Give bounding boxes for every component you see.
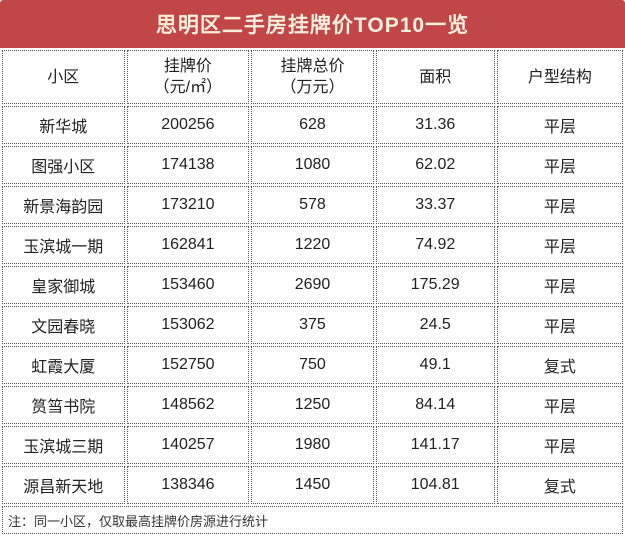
cell-community-name: 源昌新天地: [2, 466, 125, 504]
cell-total-price: 2690: [251, 266, 374, 304]
cell-area: 141.17: [375, 426, 495, 464]
cell-layout: 平层: [496, 106, 623, 144]
cell-total-price: 1980: [251, 426, 374, 464]
header-row: 小区 挂牌价 （元/㎡） 挂牌总价 （万元） 面积 户型结构: [2, 50, 623, 104]
col-header-total-price: 挂牌总价 （万元）: [251, 50, 374, 104]
cell-area: 175.29: [375, 266, 495, 304]
col-header-community: 小区: [2, 50, 125, 104]
cell-layout: 平层: [496, 146, 623, 184]
cell-total-price: 750: [251, 346, 374, 384]
col-header-line1: 面积: [419, 68, 452, 86]
cell-area: 84.14: [375, 386, 495, 424]
cell-layout: 平层: [496, 426, 623, 464]
table-row: 虹霞大厦 152750 750 49.1 复式: [2, 346, 623, 384]
cell-total-price: 375: [251, 306, 374, 344]
table-row: 图强小区 174138 1080 62.02 平层: [2, 146, 623, 184]
table-row: 文园春晓 153062 375 24.5 平层: [2, 306, 623, 344]
table-row: 源昌新天地 138346 1450 104.81 复式: [2, 466, 623, 504]
cell-total-price: 1250: [251, 386, 374, 424]
table-row: 皇家御城 153460 2690 175.29 平层: [2, 266, 623, 304]
table-header: 小区 挂牌价 （元/㎡） 挂牌总价 （万元） 面积 户型结构: [2, 50, 623, 104]
cell-community-name: 图强小区: [2, 146, 125, 184]
cell-listing-price: 148562: [126, 386, 250, 424]
table-row: 新景海韵园 173210 578 33.37 平层: [2, 186, 623, 224]
table-row: 玉滨城一期 162841 1220 74.92 平层: [2, 226, 623, 264]
cell-area: 74.92: [375, 226, 495, 264]
cell-community-name: 新景海韵园: [2, 186, 125, 224]
cell-total-price: 578: [251, 186, 374, 224]
cell-listing-price: 153460: [126, 266, 250, 304]
cell-listing-price: 152750: [126, 346, 250, 384]
cell-layout: 复式: [496, 466, 623, 504]
table-body: 新华城 200256 628 31.36 平层 图强小区 174138 1080…: [2, 106, 623, 504]
cell-area: 104.81: [375, 466, 495, 504]
col-header-line1: 挂牌价: [163, 58, 212, 75]
cell-listing-price: 173210: [126, 186, 250, 224]
cell-layout: 平层: [496, 386, 623, 424]
title-bar: 思明区二手房挂牌价TOP10一览: [0, 0, 625, 48]
footnote: 注：同一小区，仅取最高挂牌价房源进行统计: [2, 506, 623, 534]
cell-total-price: 1450: [251, 466, 374, 504]
cell-listing-price: 153062: [126, 306, 250, 344]
cell-layout: 复式: [496, 346, 623, 384]
cell-listing-price: 200256: [126, 106, 250, 144]
col-header-area: 面积: [375, 50, 495, 104]
cell-community-name: 玉滨城三期: [2, 426, 125, 464]
cell-listing-price: 140257: [126, 426, 250, 464]
cell-community-name: 玉滨城一期: [2, 226, 125, 264]
cell-community-name: 新华城: [2, 106, 125, 144]
cell-listing-price: 174138: [126, 146, 250, 184]
col-header-line1: 户型结构: [527, 68, 592, 86]
cell-area: 49.1: [375, 346, 495, 384]
cell-listing-price: 162841: [126, 226, 250, 264]
table-row: 玉滨城三期 140257 1980 141.17 平层: [2, 426, 623, 464]
cell-total-price: 1220: [251, 226, 374, 264]
col-header-layout: 户型结构: [496, 50, 623, 104]
cell-total-price: 1080: [251, 146, 374, 184]
cell-layout: 平层: [496, 306, 623, 344]
col-header-line2: （万元）: [280, 79, 345, 96]
col-header-line1: 小区: [47, 68, 80, 86]
cell-area: 31.36: [375, 106, 495, 144]
cell-community-name: 筼筜书院: [2, 386, 125, 424]
cell-community-name: 文园春晓: [2, 306, 125, 344]
cell-community-name: 皇家御城: [2, 266, 125, 304]
cell-layout: 平层: [496, 266, 623, 304]
col-header-line1: 挂牌总价: [280, 58, 345, 75]
note-row: 注：同一小区，仅取最高挂牌价房源进行统计: [2, 506, 623, 534]
col-header-price: 挂牌价 （元/㎡）: [126, 50, 250, 104]
cell-area: 33.37: [375, 186, 495, 224]
cell-community-name: 虹霞大厦: [2, 346, 125, 384]
table-row: 新华城 200256 628 31.36 平层: [2, 106, 623, 144]
page-title: 思明区二手房挂牌价TOP10一览: [155, 14, 470, 37]
cell-layout: 平层: [496, 186, 623, 224]
col-header-line2: （元/㎡）: [153, 79, 223, 96]
listing-table: 小区 挂牌价 （元/㎡） 挂牌总价 （万元） 面积 户型结构: [0, 48, 625, 536]
table-footer: 注：同一小区，仅取最高挂牌价房源进行统计: [2, 506, 623, 534]
cell-area: 62.02: [375, 146, 495, 184]
cell-layout: 平层: [496, 226, 623, 264]
table-row: 筼筜书院 148562 1250 84.14 平层: [2, 386, 623, 424]
cell-total-price: 628: [251, 106, 374, 144]
cell-area: 24.5: [375, 306, 495, 344]
cell-listing-price: 138346: [126, 466, 250, 504]
